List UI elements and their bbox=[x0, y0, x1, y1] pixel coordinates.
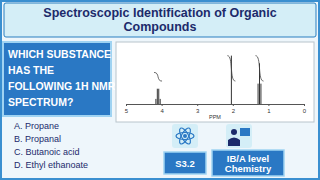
tick: 2 bbox=[232, 104, 236, 114]
frame bbox=[1, 1, 319, 179]
tick-mark bbox=[197, 104, 198, 106]
tick-label: 1 bbox=[267, 108, 271, 114]
tick-mark bbox=[304, 104, 305, 106]
x-axis: 5 4 3 2 1 0 bbox=[125, 104, 307, 114]
title: Spectroscopic Identification of Organic bbox=[43, 6, 276, 20]
badge bbox=[212, 150, 284, 176]
peak bbox=[258, 84, 259, 104]
peak bbox=[155, 99, 156, 104]
tick-mark bbox=[162, 104, 163, 106]
question-box bbox=[3, 42, 111, 116]
question: WHICH SUBSTANCE bbox=[8, 48, 111, 60]
peak bbox=[160, 99, 161, 104]
tick-label: 3 bbox=[196, 108, 200, 114]
tick: 4 bbox=[160, 104, 164, 114]
tick-mark bbox=[268, 104, 269, 106]
person-body bbox=[228, 138, 240, 147]
question: FOLLOWING 1H NMR bbox=[8, 80, 116, 92]
tick-mark bbox=[126, 104, 127, 106]
tick-mark bbox=[233, 104, 234, 106]
tick: 5 bbox=[125, 104, 129, 114]
plot-area bbox=[154, 56, 263, 104]
tick-label: 2 bbox=[232, 108, 236, 114]
peak bbox=[158, 89, 159, 104]
person-head bbox=[231, 129, 237, 135]
atom-orbit bbox=[177, 126, 192, 145]
option: A. Propane bbox=[14, 121, 59, 131]
tick: 1 bbox=[267, 104, 271, 114]
atom-core bbox=[183, 134, 187, 138]
icon-box bbox=[226, 124, 252, 148]
atom-orbit bbox=[177, 126, 192, 145]
chart-box bbox=[116, 42, 314, 122]
x-axis-title: PPM bbox=[209, 114, 221, 120]
question: HAS THE bbox=[8, 64, 54, 76]
tick: 3 bbox=[196, 104, 200, 114]
axis-line bbox=[127, 105, 305, 107]
badge-text: S3.2 bbox=[175, 158, 195, 169]
icon-box bbox=[172, 124, 198, 148]
peak bbox=[260, 84, 261, 104]
tick-label: 5 bbox=[125, 108, 129, 114]
option: D. Ethyl ethanoate bbox=[14, 160, 88, 170]
peak bbox=[157, 89, 158, 104]
integration-curve bbox=[256, 56, 264, 81]
title: Compounds bbox=[124, 20, 197, 34]
board bbox=[240, 128, 250, 136]
badge bbox=[164, 152, 206, 174]
option: C. Butanoic acid bbox=[14, 147, 80, 157]
background bbox=[0, 0, 320, 180]
header-box bbox=[4, 3, 316, 37]
tick-label: 4 bbox=[160, 108, 164, 114]
atom-orbit bbox=[176, 133, 194, 140]
integration-curve bbox=[154, 72, 162, 81]
tick: 0 bbox=[303, 104, 307, 114]
option: B. Propanal bbox=[14, 134, 61, 144]
integration-curve bbox=[227, 56, 235, 81]
badge-text: Chemistry bbox=[225, 163, 272, 174]
question: SPECTRUM? bbox=[8, 96, 73, 108]
tick-label: 0 bbox=[303, 108, 307, 114]
